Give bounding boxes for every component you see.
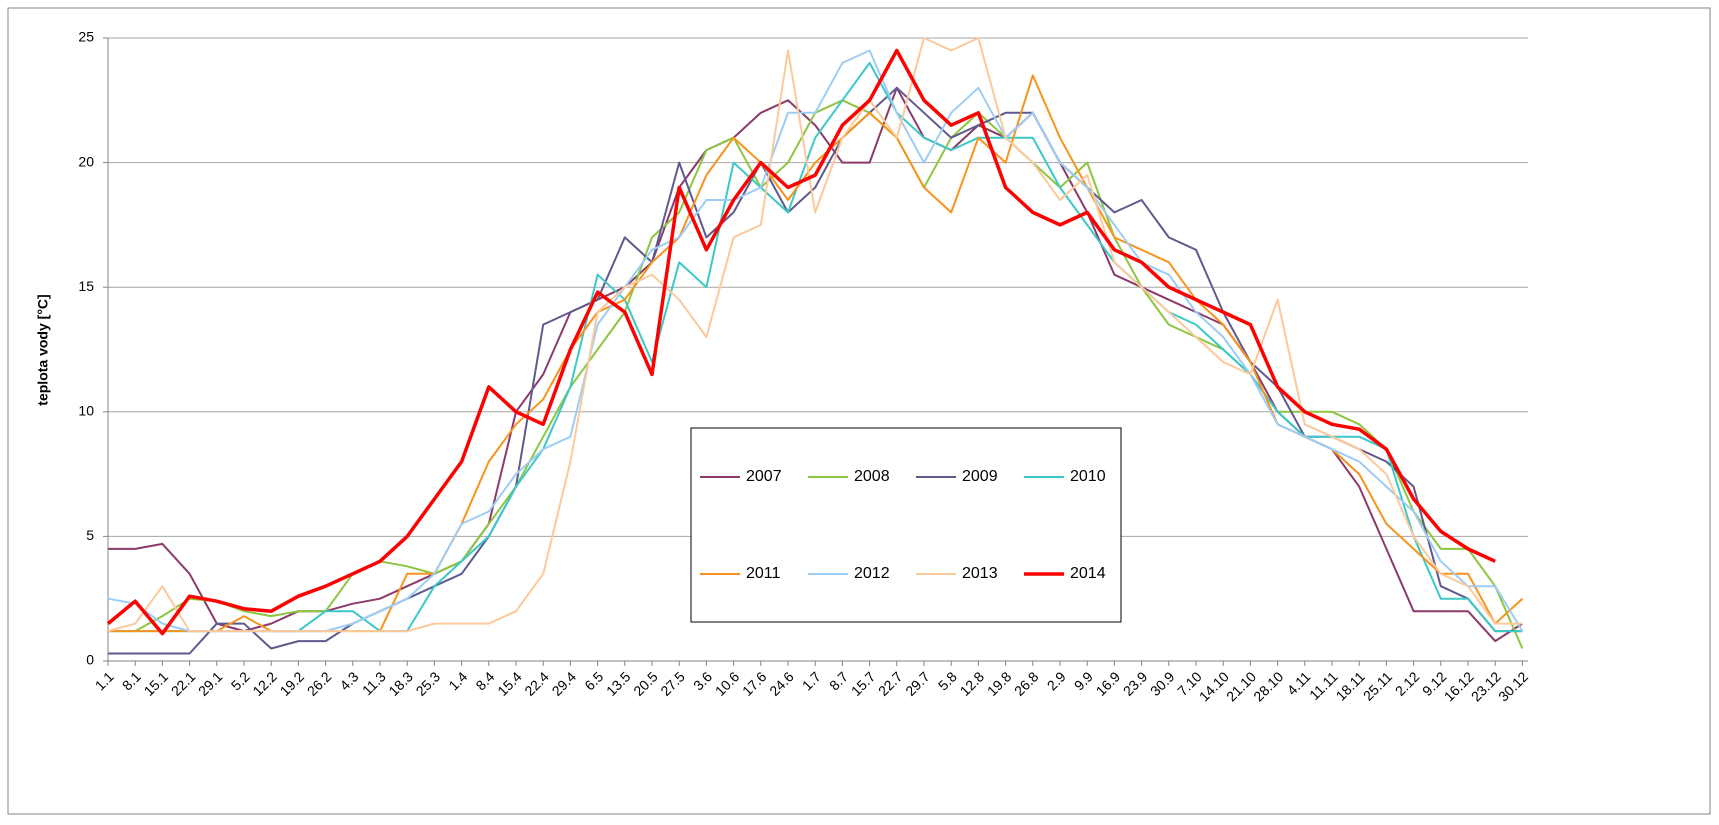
y-tick-label: 0 [86, 652, 94, 668]
legend-label: 2011 [746, 565, 781, 582]
legend-label: 2014 [1070, 565, 1106, 582]
y-tick-label: 10 [78, 403, 94, 419]
legend: 2007 2008 2009 2010 2011 2012 2013 2014 [690, 427, 1122, 623]
series-line [108, 86, 1523, 655]
legend-box [690, 427, 1122, 623]
series-line [107, 49, 1524, 633]
series-line [108, 61, 1523, 633]
y-tick-label: 15 [78, 278, 94, 294]
y-tick-label: 20 [78, 153, 94, 169]
series-line [106, 48, 1496, 636]
y-tick-label: 25 [78, 29, 94, 45]
legend-label: 2012 [854, 565, 890, 582]
legend-label: 2013 [962, 565, 998, 582]
legend-label: 2007 [746, 468, 782, 485]
legend-label: 2009 [962, 468, 998, 485]
legend-label: 2010 [1070, 468, 1106, 485]
y-axis-title: teplota vody [°C] [35, 294, 51, 405]
legend-label: 2008 [854, 468, 890, 485]
chart-frame [7, 7, 1711, 815]
series-line [107, 37, 1523, 633]
y-tick-label: 5 [86, 527, 94, 543]
